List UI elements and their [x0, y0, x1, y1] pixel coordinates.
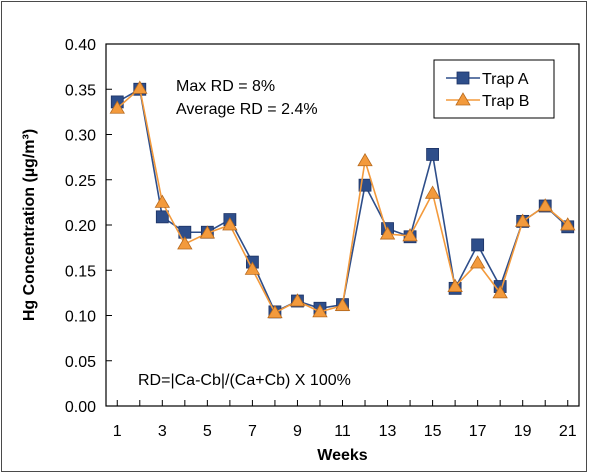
legend-label: Trap A [482, 71, 529, 88]
legend: Trap A Trap B [433, 59, 555, 119]
legend-item: Trap A [446, 71, 529, 88]
series-layer [109, 80, 576, 319]
x-tick-label: 5 [203, 423, 212, 440]
y-tick-label: 0.15 [65, 263, 96, 280]
average-rd-annotation: Average RD = 2.4% [176, 101, 318, 118]
data-point [560, 217, 576, 231]
y-tick-label: 0.30 [65, 128, 96, 145]
data-point [155, 210, 169, 224]
x-tick-label: 15 [424, 423, 442, 440]
rd-formula-annotation: RD=|Ca-Cb|/(Ca+Cb) X 100% [138, 372, 351, 389]
y-tick-label: 0.05 [65, 354, 96, 371]
data-point [199, 225, 216, 239]
series-line [116, 86, 569, 314]
y-axis-title: Hg Concentration (µg/m³) [21, 129, 38, 321]
data-point [379, 226, 396, 240]
data-point [357, 152, 373, 167]
data-point [222, 217, 238, 231]
legend-box [433, 59, 555, 119]
max-rd-annotation: Max RD = 8% [176, 78, 275, 95]
x-tick-label: 13 [379, 423, 397, 440]
x-tick-label: 11 [334, 423, 351, 440]
x-axis: 1 3 5 7 9 11 13 15 17 19 21 [113, 400, 577, 440]
legend-marker [455, 92, 471, 106]
x-tick-label: 9 [293, 423, 302, 440]
data-point [402, 228, 418, 242]
y-axis: 0.00 0.05 0.10 0.15 0.20 0.25 0.30 0.35 0.40 [65, 37, 112, 416]
data-point [132, 80, 148, 94]
data-point [109, 100, 125, 114]
series-trap-b [109, 80, 576, 319]
data-point [334, 297, 351, 311]
data-point [154, 194, 171, 208]
legend-label: Trap B [482, 93, 529, 110]
data-point [471, 238, 485, 252]
data-point [469, 255, 486, 269]
data-point [537, 198, 553, 212]
x-axis-title: Weeks [317, 447, 368, 464]
data-point [424, 185, 441, 199]
data-point [492, 285, 508, 299]
y-tick-label: 0.25 [65, 173, 96, 190]
series-line [116, 87, 569, 313]
y-tick-label: 0.20 [65, 218, 96, 235]
data-point [312, 304, 328, 318]
data-point [289, 293, 306, 307]
data-point [244, 261, 261, 275]
data-point [447, 278, 463, 292]
x-tick-label: 17 [469, 423, 487, 440]
y-tick-label: 0.00 [65, 399, 96, 416]
data-point [426, 148, 439, 161]
x-tick-label: 3 [158, 423, 167, 440]
y-tick-label: 0.40 [65, 37, 96, 54]
y-tick-label: 0.35 [65, 82, 96, 99]
x-tick-label: 7 [248, 423, 257, 440]
x-tick-label: 21 [559, 423, 577, 440]
data-point [267, 304, 283, 319]
legend-item: Trap B [446, 92, 529, 110]
x-tick-label: 19 [514, 423, 532, 440]
x-tick-label: 1 [113, 423, 122, 440]
data-point [177, 236, 193, 250]
data-point [514, 213, 531, 227]
y-tick-label: 0.10 [65, 309, 96, 326]
legend-marker [456, 71, 470, 85]
